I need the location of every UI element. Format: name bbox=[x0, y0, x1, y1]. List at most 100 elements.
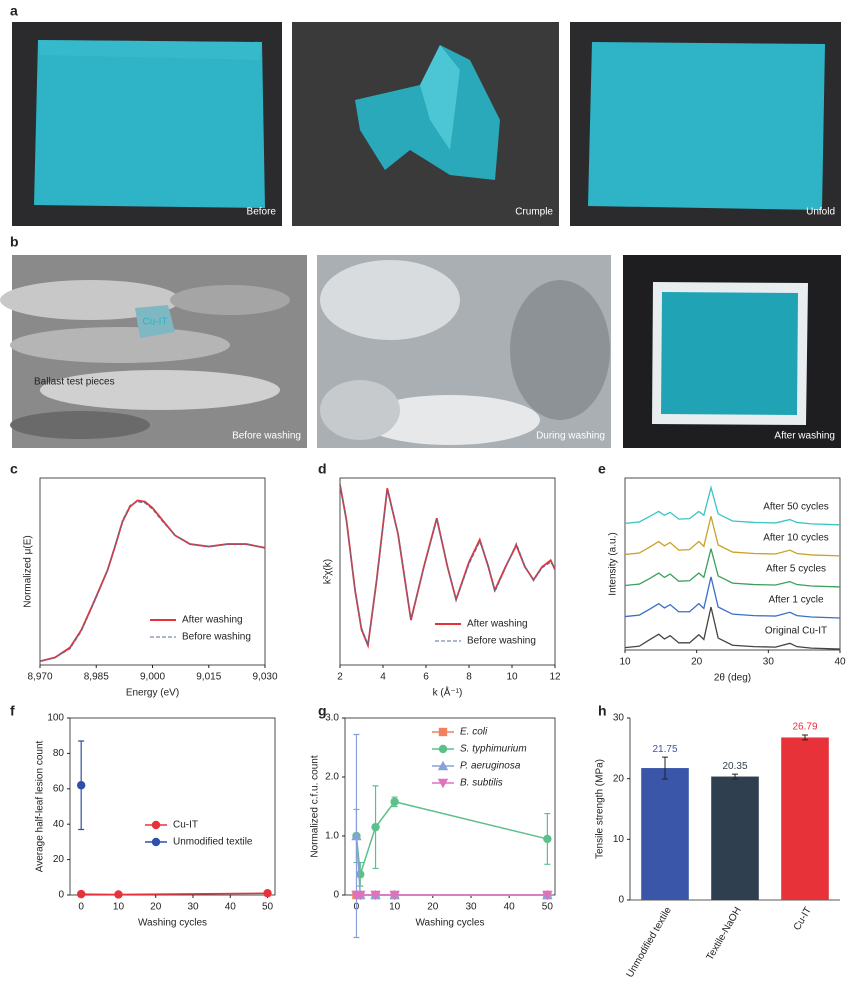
series-label: After 5 cycles bbox=[766, 563, 826, 574]
x-tick-label: 6 bbox=[423, 672, 429, 683]
series-line bbox=[624, 548, 841, 588]
x-tick-label: 30 bbox=[465, 902, 477, 913]
marker bbox=[114, 890, 123, 899]
x-tick-label: Cu-IT bbox=[792, 905, 814, 932]
y-axis-label: Normalized μ(E) bbox=[23, 535, 34, 607]
y-axis-label: Intensity (a.u.) bbox=[608, 532, 619, 595]
series-label: After 10 cycles bbox=[763, 532, 829, 543]
marker bbox=[351, 830, 362, 841]
series-line bbox=[624, 606, 841, 650]
value-label: 21.75 bbox=[652, 744, 677, 755]
panel-label: a bbox=[10, 3, 18, 19]
y-tick-label: 0 bbox=[58, 890, 64, 901]
x-tick-label: 20 bbox=[691, 657, 703, 668]
legend-label: B. subtilis bbox=[460, 778, 503, 789]
x-tick-label: 12 bbox=[549, 672, 561, 683]
y-axis-label: Tensile strength (MPa) bbox=[595, 759, 606, 859]
marker bbox=[76, 889, 86, 899]
x-tick-label: 10 bbox=[506, 672, 518, 683]
legend-label: After washing bbox=[467, 619, 528, 630]
series-line bbox=[355, 800, 548, 875]
x-tick-label: 40 bbox=[225, 902, 237, 913]
x-axis-label: Energy (eV) bbox=[126, 688, 179, 699]
x-tick-label: 4 bbox=[380, 672, 386, 683]
photo: After washing bbox=[623, 255, 841, 448]
x-tick-label: 10 bbox=[619, 657, 631, 668]
panel-label: h bbox=[598, 703, 607, 719]
legend-label: Before washing bbox=[182, 632, 251, 643]
value-label: 26.79 bbox=[792, 722, 817, 733]
error-bar bbox=[802, 734, 808, 741]
legend-label: E. coli bbox=[460, 727, 488, 738]
marker bbox=[76, 781, 86, 790]
legend-label: Unmodified textile bbox=[173, 837, 253, 848]
panel-label: b bbox=[10, 234, 19, 250]
x-tick-label: 9,015 bbox=[196, 672, 221, 683]
plot-frame bbox=[624, 477, 841, 651]
y-tick-label: 2.0 bbox=[325, 772, 339, 783]
y-tick-label: 30 bbox=[613, 713, 625, 724]
photo: Unfold bbox=[570, 22, 841, 226]
panel-label: c bbox=[10, 461, 18, 477]
marker bbox=[371, 822, 380, 832]
marker bbox=[356, 870, 365, 879]
marker bbox=[390, 797, 399, 806]
y-tick-label: 0 bbox=[333, 890, 339, 901]
x-tick-label: 10 bbox=[389, 902, 401, 913]
photo-caption: Before bbox=[247, 207, 277, 218]
marker bbox=[151, 837, 161, 847]
panel-label: f bbox=[10, 703, 15, 719]
y-tick-label: 40 bbox=[53, 819, 65, 830]
x-axis-label: 2θ (deg) bbox=[714, 673, 751, 684]
x-tick-label: 0 bbox=[78, 902, 84, 913]
marker bbox=[437, 760, 449, 771]
y-tick-label: 3.0 bbox=[325, 713, 339, 724]
legend-label: After washing bbox=[182, 615, 243, 626]
marker bbox=[389, 890, 400, 901]
photo: Crumple bbox=[292, 22, 559, 226]
marker bbox=[542, 890, 553, 901]
photo-caption: After washing bbox=[774, 431, 835, 442]
x-tick-label: Textile-NaOH bbox=[705, 905, 744, 962]
plot-frame bbox=[69, 717, 276, 896]
x-tick-label: 30 bbox=[763, 657, 775, 668]
y-axis-label: Average half-leaf lesion count bbox=[35, 741, 46, 873]
panel-label: d bbox=[318, 461, 327, 477]
photo-caption: Crumple bbox=[515, 207, 553, 218]
panel-label: g bbox=[318, 703, 327, 719]
legend-label: Cu-IT bbox=[173, 820, 198, 831]
y-tick-label: 0 bbox=[618, 895, 624, 906]
photo: During washing bbox=[317, 255, 611, 448]
y-tick-label: 20 bbox=[53, 854, 65, 865]
value-label: 20.35 bbox=[722, 761, 747, 772]
x-tick-label: Unmodified textile bbox=[625, 905, 674, 980]
series-line bbox=[624, 576, 841, 619]
x-axis-label: Washing cycles bbox=[138, 918, 207, 929]
x-tick-label: 40 bbox=[834, 657, 846, 668]
series-line bbox=[355, 835, 548, 896]
marker bbox=[437, 778, 449, 789]
x-tick-label: 40 bbox=[504, 902, 516, 913]
series-line bbox=[81, 892, 268, 896]
series-label: After 1 cycle bbox=[768, 594, 823, 605]
bar bbox=[641, 768, 689, 900]
photo: Cu-IT Ballast test pieces Before washing bbox=[0, 255, 307, 448]
x-tick-label: 50 bbox=[262, 902, 274, 913]
x-tick-label: 20 bbox=[150, 902, 162, 913]
photo-caption: Unfold bbox=[806, 207, 835, 218]
legend-label: S. typhimurium bbox=[460, 744, 527, 755]
x-tick-label: 8,970 bbox=[27, 672, 52, 683]
x-tick-label: 9,030 bbox=[252, 672, 277, 683]
photo-annotation: Ballast test pieces bbox=[34, 377, 115, 388]
series-label: Original Cu-IT bbox=[765, 626, 827, 637]
x-tick-label: 8 bbox=[466, 672, 472, 683]
y-tick-label: 1.0 bbox=[325, 831, 339, 842]
x-axis-label: Washing cycles bbox=[415, 918, 484, 929]
marker bbox=[263, 889, 272, 898]
photo: Before bbox=[12, 22, 282, 226]
marker bbox=[151, 820, 161, 830]
y-axis-label: Normalized c.f.u. count bbox=[310, 755, 321, 857]
y-tick-label: 100 bbox=[47, 713, 64, 724]
x-tick-label: 50 bbox=[542, 902, 554, 913]
